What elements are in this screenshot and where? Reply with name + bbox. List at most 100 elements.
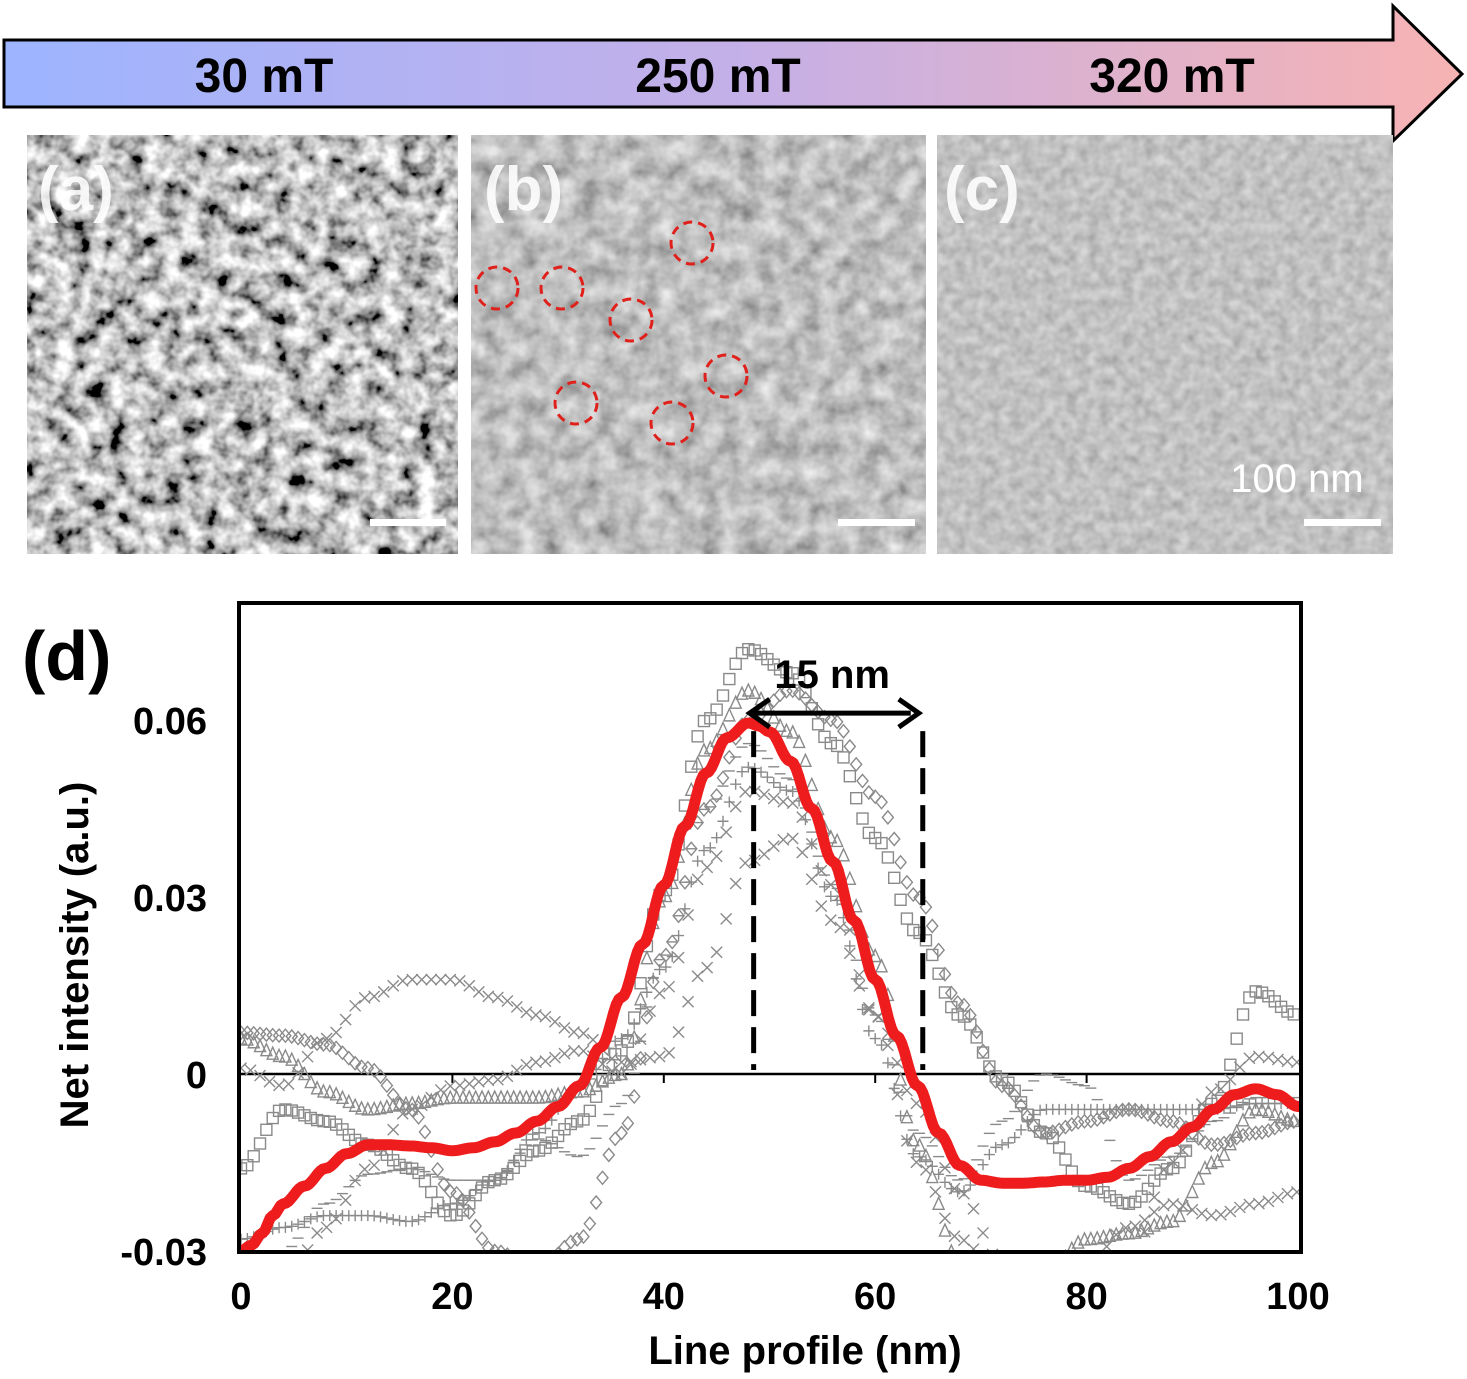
data-point [736,766,748,778]
data-point [987,1270,998,1281]
data-point [1148,1174,1161,1187]
data-point [983,1060,996,1073]
data-point [843,947,856,960]
data-point [1052,1122,1066,1138]
data-point [1028,1109,1040,1121]
data-point [1120,1258,1131,1269]
data-point [1230,1032,1243,1045]
scale-bar-a [370,519,446,526]
data-point [329,1086,343,1101]
data-point [443,1089,457,1104]
data-point [1119,1221,1132,1234]
panel-label-b: (b) [484,155,563,224]
data-point [450,1208,463,1221]
data-point [608,1048,622,1061]
data-point [1224,1058,1237,1071]
data-point [967,1243,980,1250]
data-point [830,832,844,848]
data-point [456,1089,470,1104]
data-point [635,1003,647,1015]
data-point [358,1163,371,1176]
data-point [799,685,812,699]
mean-curve [241,717,1299,1250]
data-point [627,1029,641,1044]
data-point [515,1256,526,1269]
data-point [805,776,819,792]
data-point [948,1182,961,1195]
data-point [1249,1101,1263,1116]
data-point [729,657,742,670]
data-point [285,1104,298,1117]
fwhm-annotation: 15 nm [774,653,890,697]
data-point [720,912,733,925]
data-point [1073,1258,1084,1269]
data-point [291,1106,305,1119]
data-point [691,873,704,886]
data-point [621,1115,635,1131]
data-point [722,749,736,765]
data-point [933,1168,945,1180]
data-point [1092,1323,1103,1334]
data-point [811,704,825,720]
data-point [577,1027,590,1040]
data-point [482,1175,494,1187]
data-point [1281,1187,1294,1200]
data-point [716,689,730,702]
data-point [1252,1197,1265,1210]
micrograph-image-c [937,135,1393,554]
data-point [1242,1126,1256,1142]
data-point [907,923,920,937]
data-point [1157,1163,1170,1176]
data-point [339,1194,352,1207]
data-point [730,778,742,790]
data-point [868,947,882,963]
data-point [475,1231,489,1247]
data-point [952,1256,963,1268]
data-point [595,1073,610,1088]
data-point [1035,1269,1046,1280]
data-point [457,1194,469,1206]
data-point [577,1044,590,1057]
data-point [520,1058,533,1071]
data-point [876,1039,888,1051]
data-point [1274,1108,1288,1124]
data-point [463,1190,475,1202]
data-point [589,1077,603,1092]
data-point [1009,1132,1021,1143]
data-point [453,974,466,987]
data-point [1262,1051,1275,1064]
data-point [907,1148,919,1160]
data-point [501,1070,514,1083]
data-point [913,1137,927,1152]
data-point [375,1211,387,1223]
data-point [786,797,799,810]
data-point [711,832,723,844]
data-point [501,1164,513,1176]
x-tick-label: 100 [1266,1276,1329,1318]
data-point [634,977,647,990]
data-point [710,787,724,804]
data-point [1287,1008,1299,1021]
data-point [767,658,780,671]
data-point [1063,1327,1074,1338]
data-point [742,643,755,656]
data-point [323,1037,337,1053]
data-point [472,1075,485,1088]
data-point [824,914,837,927]
data-point [1195,1207,1208,1220]
data-point [349,999,362,1012]
data-point [577,1113,590,1126]
data-point [348,1055,362,1071]
data-point [894,854,907,870]
data-point [1173,1207,1187,1223]
data-point [893,1071,908,1086]
data-point [1211,1136,1225,1153]
data-point [406,973,419,986]
data-point [844,940,856,952]
data-point [305,1213,317,1225]
data-point [698,845,710,857]
data-point [703,798,717,814]
data-point [358,991,371,1004]
data-point [510,1064,523,1077]
data-point [678,874,692,890]
